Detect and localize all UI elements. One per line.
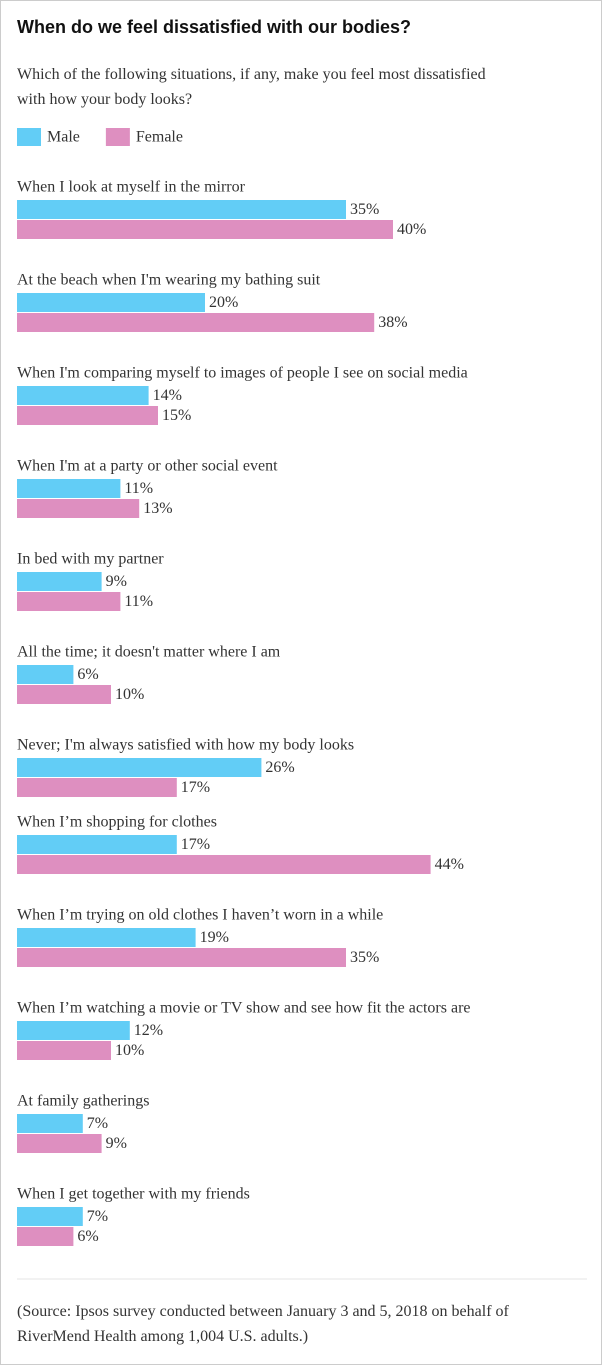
bar <box>17 479 121 498</box>
bar <box>17 855 431 874</box>
bar <box>17 1207 83 1226</box>
legend-swatch <box>17 128 41 146</box>
value-label: 35% <box>350 949 379 966</box>
value-label: 19% <box>200 929 229 946</box>
value-label: 38% <box>378 314 407 331</box>
value-label: 6% <box>77 666 98 683</box>
bar <box>17 386 149 405</box>
bar <box>17 293 205 312</box>
category-label: All the time; it doesn't matter where I … <box>17 644 281 661</box>
value-label: 40% <box>397 221 426 238</box>
value-label: 10% <box>115 1042 144 1059</box>
bar <box>17 835 177 854</box>
bar <box>17 572 102 591</box>
legend-label: Female <box>136 129 183 146</box>
category-label: When I get together with my friends <box>17 1186 250 1203</box>
value-label: 26% <box>265 759 294 776</box>
chart-title: When do we feel dissatisfied with our bo… <box>17 17 412 37</box>
value-label: 7% <box>87 1208 108 1225</box>
chart-subtitle: Which of the following situations, if an… <box>17 66 486 108</box>
bar <box>17 1227 74 1246</box>
category-label: When I look at myself in the mirror <box>17 179 246 196</box>
value-label: 44% <box>435 856 464 873</box>
category-label: At family gatherings <box>17 1093 149 1110</box>
bar <box>17 758 262 777</box>
legend-swatch <box>105 128 130 146</box>
value-label: 20% <box>209 294 238 311</box>
bar <box>17 665 74 684</box>
value-label: 6% <box>77 1228 98 1245</box>
category-label: When I’m watching a movie or TV show and… <box>17 1000 471 1017</box>
value-label: 13% <box>143 500 172 517</box>
bar <box>17 406 158 425</box>
value-label: 7% <box>87 1115 108 1132</box>
bar <box>17 220 393 239</box>
value-label: 14% <box>153 387 182 404</box>
source-note: (Source: Ipsos survey conducted between … <box>17 1303 509 1345</box>
category-label: When I’m shopping for clothes <box>17 814 217 831</box>
bar <box>17 778 177 797</box>
value-label: 11% <box>124 593 153 610</box>
value-label: 17% <box>181 836 210 853</box>
bar <box>17 1021 130 1040</box>
category-label: Never; I'm always satisfied with how my … <box>17 737 354 754</box>
value-label: 35% <box>350 201 379 218</box>
bar <box>17 1114 83 1133</box>
legend-label: Male <box>47 129 80 146</box>
bar <box>17 1134 102 1153</box>
bar <box>17 1041 111 1060</box>
value-label: 11% <box>124 480 153 497</box>
category-label: At the beach when I'm wearing my bathing… <box>17 272 321 289</box>
value-label: 9% <box>106 1135 127 1152</box>
value-label: 9% <box>106 573 127 590</box>
bar <box>17 313 375 332</box>
value-label: 10% <box>115 686 144 703</box>
bar <box>17 948 346 967</box>
bar <box>17 499 140 518</box>
bar <box>17 685 111 704</box>
category-label: When I'm comparing myself to images of p… <box>17 365 468 382</box>
value-label: 12% <box>134 1022 163 1039</box>
category-label: When I'm at a party or other social even… <box>17 458 278 475</box>
value-label: 17% <box>181 779 210 796</box>
value-label: 15% <box>162 407 191 424</box>
bar <box>17 928 196 947</box>
bar <box>17 592 121 611</box>
bar <box>17 200 346 219</box>
category-label: In bed with my partner <box>17 551 164 568</box>
category-label: When I’m trying on old clothes I haven’t… <box>17 907 383 924</box>
